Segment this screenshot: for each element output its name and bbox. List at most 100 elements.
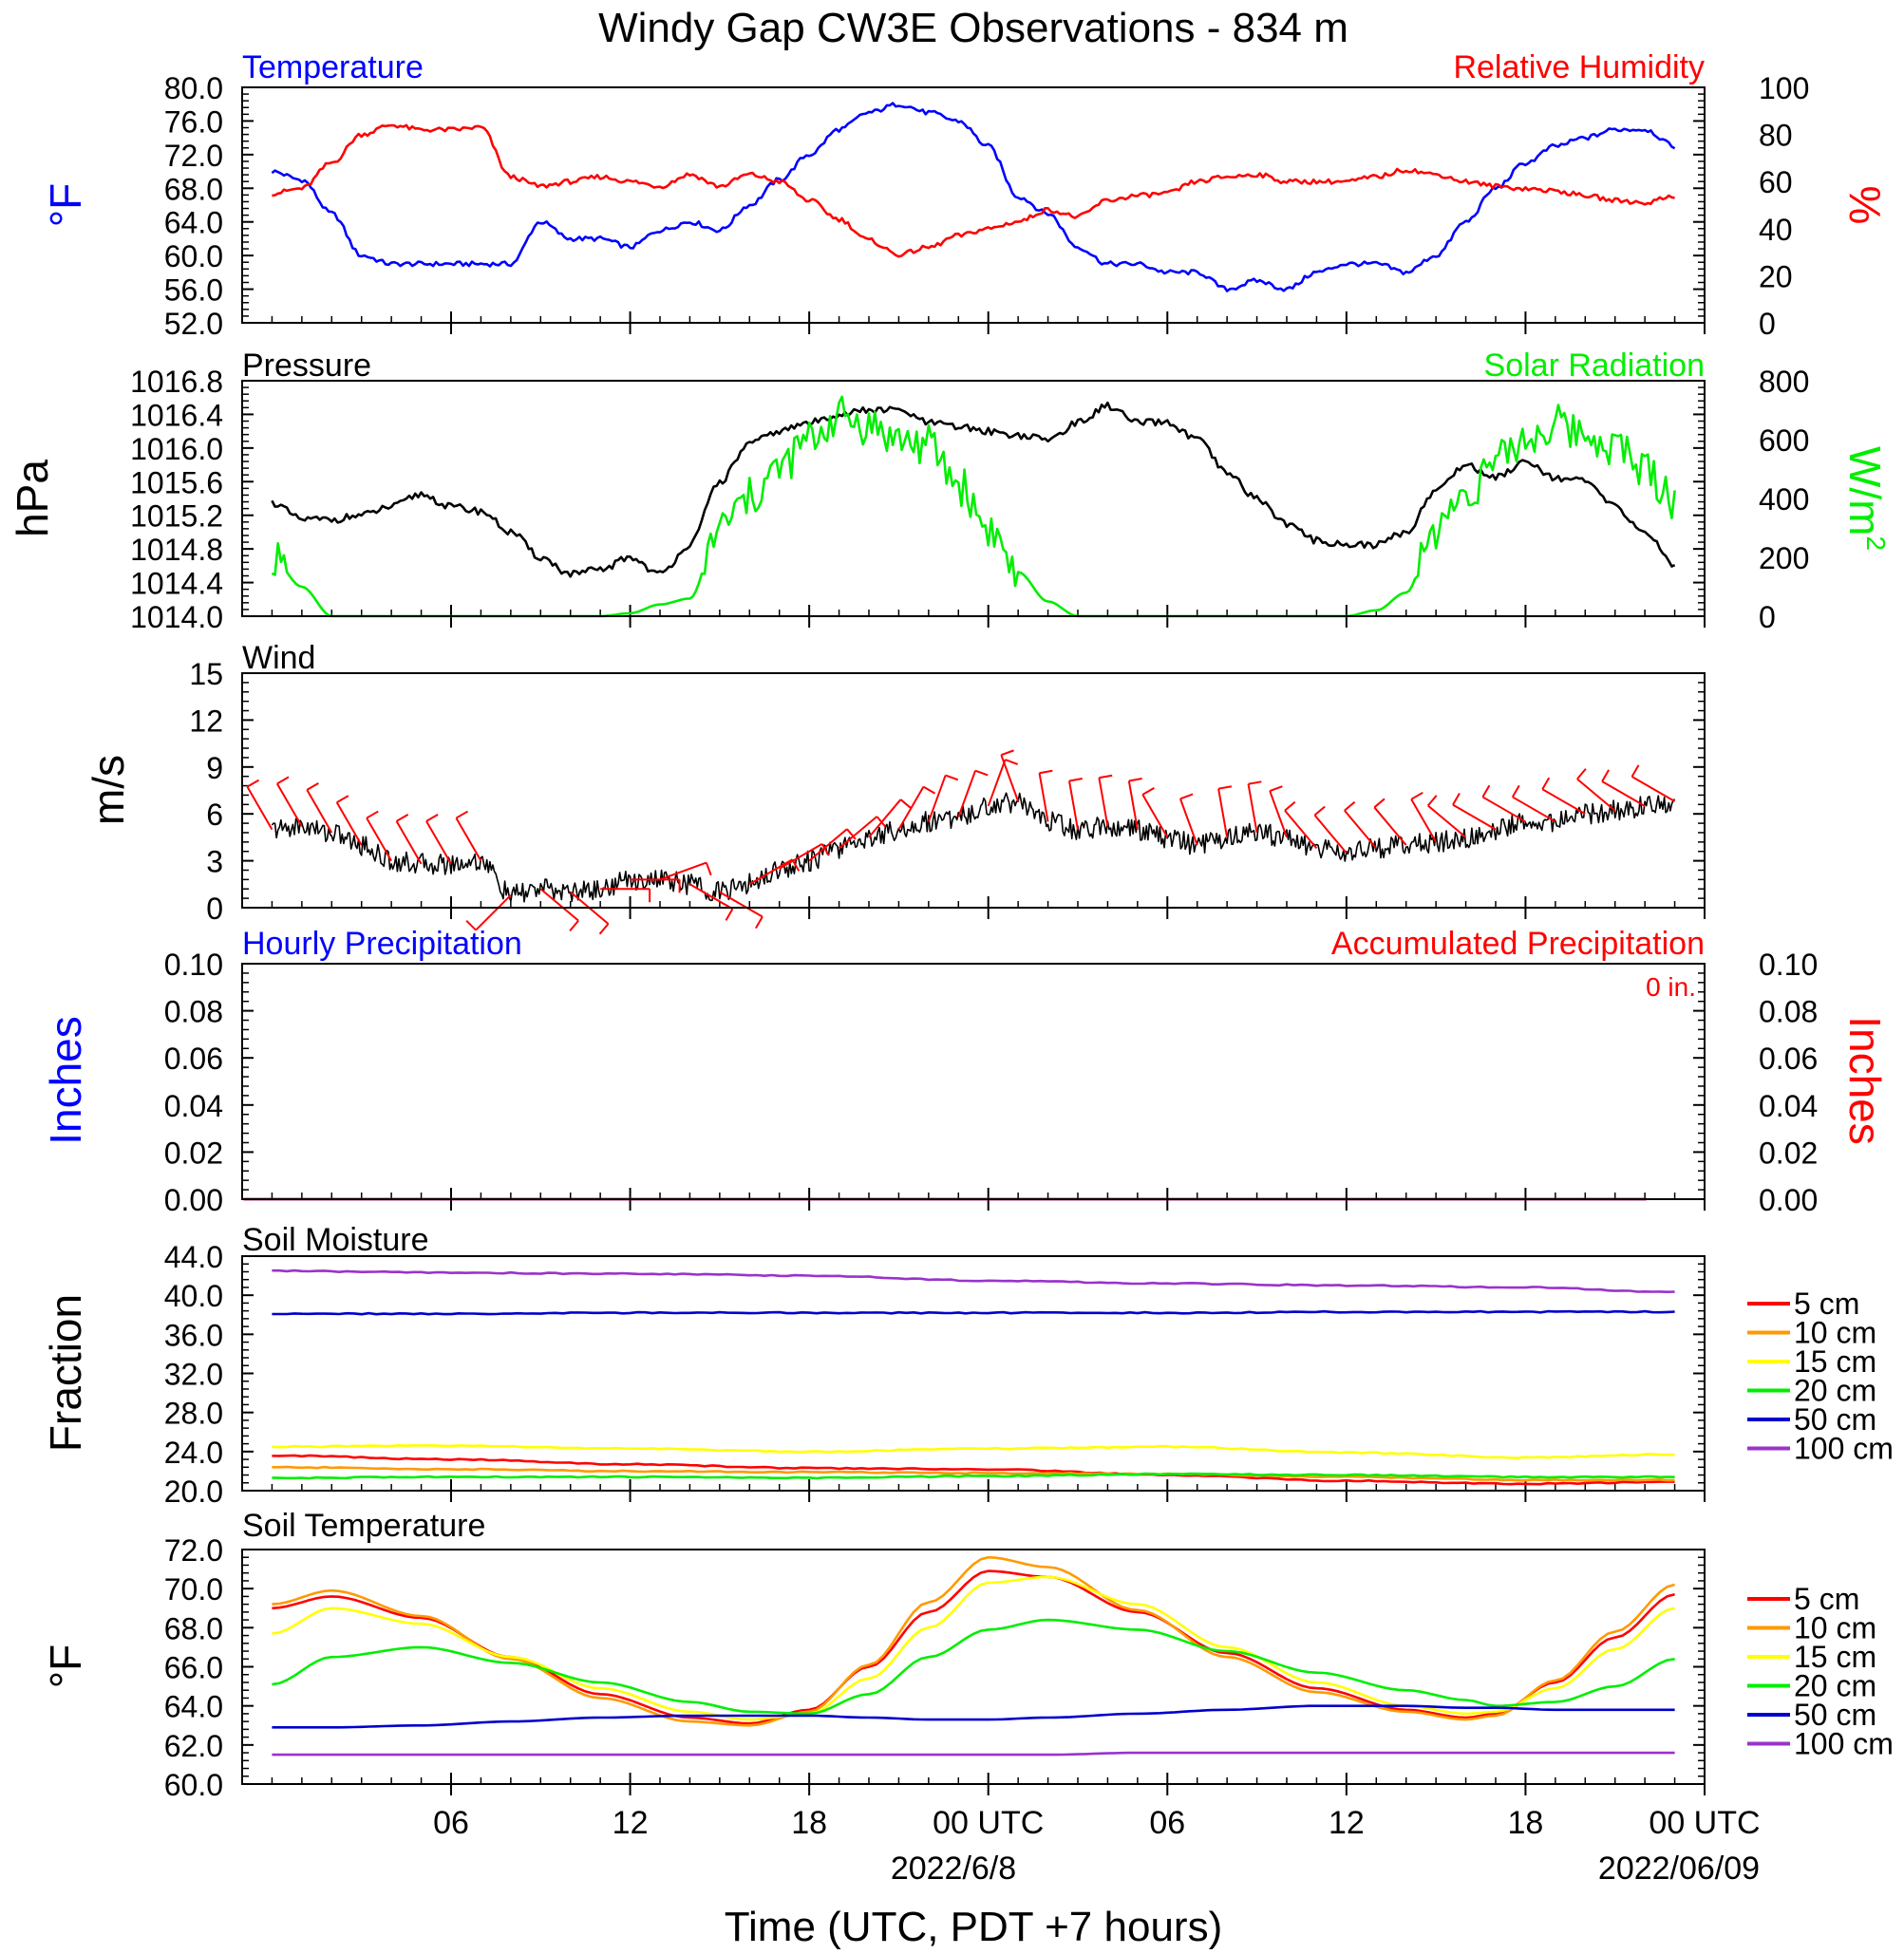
- y-tick-label-left: 44.0: [164, 1240, 223, 1274]
- wind-barb: [1178, 798, 1198, 846]
- wind-barb: [1512, 796, 1556, 823]
- y-tick-label-left: 76.0: [164, 104, 223, 139]
- wind-barb-flag: [1373, 798, 1386, 809]
- series-line-wind-speed: [271, 792, 1676, 903]
- y-tick-label-left: 9: [206, 751, 223, 785]
- wind-barb: [868, 799, 902, 838]
- series-line-5-cm: [272, 1454, 1675, 1486]
- series-line-relative-humidity: [272, 123, 1675, 258]
- panel-2-right-title: Solar Radiation: [1484, 348, 1705, 384]
- wind-barb-flag: [1001, 749, 1014, 757]
- wind-barb: [897, 786, 925, 831]
- panel-2-left-title: Pressure: [242, 348, 371, 384]
- wind-barb: [246, 786, 273, 831]
- wind-barb-flag: [1541, 777, 1551, 790]
- wind-barb: [366, 817, 393, 862]
- y-tick-label-left: 70.0: [164, 1572, 223, 1606]
- legend-label: 100 cm: [1794, 1432, 1894, 1466]
- y-tick-label-right: 0.10: [1759, 948, 1818, 982]
- wind-barb-flag: [1284, 800, 1296, 812]
- legend-label: 5 cm: [1794, 1287, 1859, 1321]
- wind-barb: [539, 888, 579, 922]
- wind-barb-flag: [820, 843, 830, 856]
- wind-barb: [1141, 794, 1169, 838]
- legend-label: 5 cm: [1794, 1582, 1859, 1616]
- wind-barb-flag: [396, 813, 409, 822]
- panel-4-right-title: Accumulated Precipitation: [1331, 926, 1705, 962]
- panel-2-right-ylabel: W/m2: [1840, 446, 1891, 551]
- panel-6-left-title: Soil Temperature: [242, 1508, 485, 1544]
- series-line-10-cm: [272, 1465, 1675, 1482]
- panel-1-right-ylabel: %: [1840, 186, 1890, 225]
- wind-barb: [1373, 806, 1407, 846]
- wind-barb-flag: [922, 785, 936, 795]
- panel-5-left-title: Soil Moisture: [242, 1222, 429, 1258]
- y-tick-label-right: 80: [1759, 119, 1793, 153]
- panel-4-left-ylabel: Inches: [41, 1016, 90, 1145]
- wind-barb: [1631, 776, 1676, 802]
- wind-barb-flag: [755, 916, 763, 930]
- wind-barb: [1269, 790, 1288, 838]
- y-tick-label-left: 1015.6: [130, 465, 223, 499]
- panel-6-left-ylabel: °F: [41, 1644, 90, 1689]
- wind-barb-flag: [1344, 800, 1356, 812]
- series-line-pressure: [271, 401, 1676, 578]
- x-tick-label: 18: [1508, 1805, 1544, 1841]
- legend-label: 10 cm: [1794, 1316, 1876, 1350]
- wind-barb: [1576, 778, 1616, 812]
- y-tick-label-left: 80.0: [164, 71, 223, 105]
- wind-barb-flag: [276, 776, 290, 785]
- legend-label: 50 cm: [1794, 1698, 1876, 1732]
- wind-barb: [1247, 783, 1258, 834]
- panel-precipitation: Hourly Precipitation Accumulated Precipi…: [41, 926, 1890, 1217]
- wind-barb-flag: [1410, 791, 1423, 800]
- y-tick-label-left: 20.0: [164, 1475, 223, 1509]
- y-tick-label-left: 6: [206, 798, 223, 832]
- y-tick-label-left: 3: [206, 845, 223, 879]
- panel-2-right-ylabel-superscript: 2: [1861, 535, 1891, 551]
- wind-barb: [779, 842, 823, 870]
- panel-wind: Wind m/s 15 12 9 6 3 0: [84, 640, 1706, 935]
- wind-barb: [1217, 788, 1229, 838]
- wind-barb-flag: [705, 862, 712, 876]
- y-tick-label-right: 600: [1759, 423, 1809, 458]
- wind-barb-flag: [1426, 795, 1438, 807]
- wind-barb: [425, 820, 452, 865]
- series-line-50-cm: [272, 1704, 1675, 1729]
- wind-barb-flag: [1179, 793, 1194, 800]
- panel-1-right-title: Relative Humidity: [1453, 49, 1705, 85]
- series-line-20-cm: [272, 1618, 1675, 1716]
- y-tick-label-left: 60.0: [164, 1768, 223, 1802]
- y-tick-label-left: 40.0: [164, 1279, 223, 1313]
- x-tick-label: 06: [1149, 1805, 1185, 1841]
- panel-5-frame: [241, 1255, 1706, 1492]
- y-tick-label-right: 0: [1759, 307, 1776, 341]
- wind-barb-flag: [725, 908, 734, 921]
- wind-barb: [748, 858, 793, 886]
- y-tick-label-right: 0.04: [1759, 1089, 1818, 1123]
- y-tick-label-left: 0: [206, 892, 223, 926]
- wind-barb-flag: [1099, 774, 1113, 780]
- wind-barb-flag: [1141, 787, 1155, 796]
- x-axis-date-1: 2022/6/8: [891, 1851, 1016, 1887]
- panel-1-left-ylabel: °F: [41, 183, 90, 228]
- y-tick-label-left: 64.0: [164, 206, 223, 240]
- wind-barb-flag: [366, 810, 379, 819]
- y-tick-label-left: 62.0: [164, 1729, 223, 1763]
- y-tick-label-left: 66.0: [164, 1651, 223, 1685]
- y-tick-label-left: 15: [189, 657, 223, 691]
- series-line-10-cm: [272, 1555, 1675, 1727]
- y-tick-label-left: 28.0: [164, 1397, 223, 1431]
- wind-barb: [1038, 773, 1049, 822]
- wind-barb-flag: [569, 920, 579, 932]
- panel-5-left-ylabel: Fraction: [41, 1294, 90, 1452]
- wind-barb-flag: [1601, 769, 1610, 782]
- wind-barb: [1313, 814, 1348, 855]
- y-tick-label-left: 72.0: [164, 139, 223, 173]
- series-line-temperature: [271, 102, 1676, 292]
- wind-barb: [927, 775, 947, 822]
- y-tick-label-left: 1014.8: [130, 533, 223, 567]
- wind-barb: [1127, 780, 1139, 830]
- series-line-15-cm: [272, 1443, 1675, 1459]
- y-tick-label-left: 64.0: [164, 1690, 223, 1724]
